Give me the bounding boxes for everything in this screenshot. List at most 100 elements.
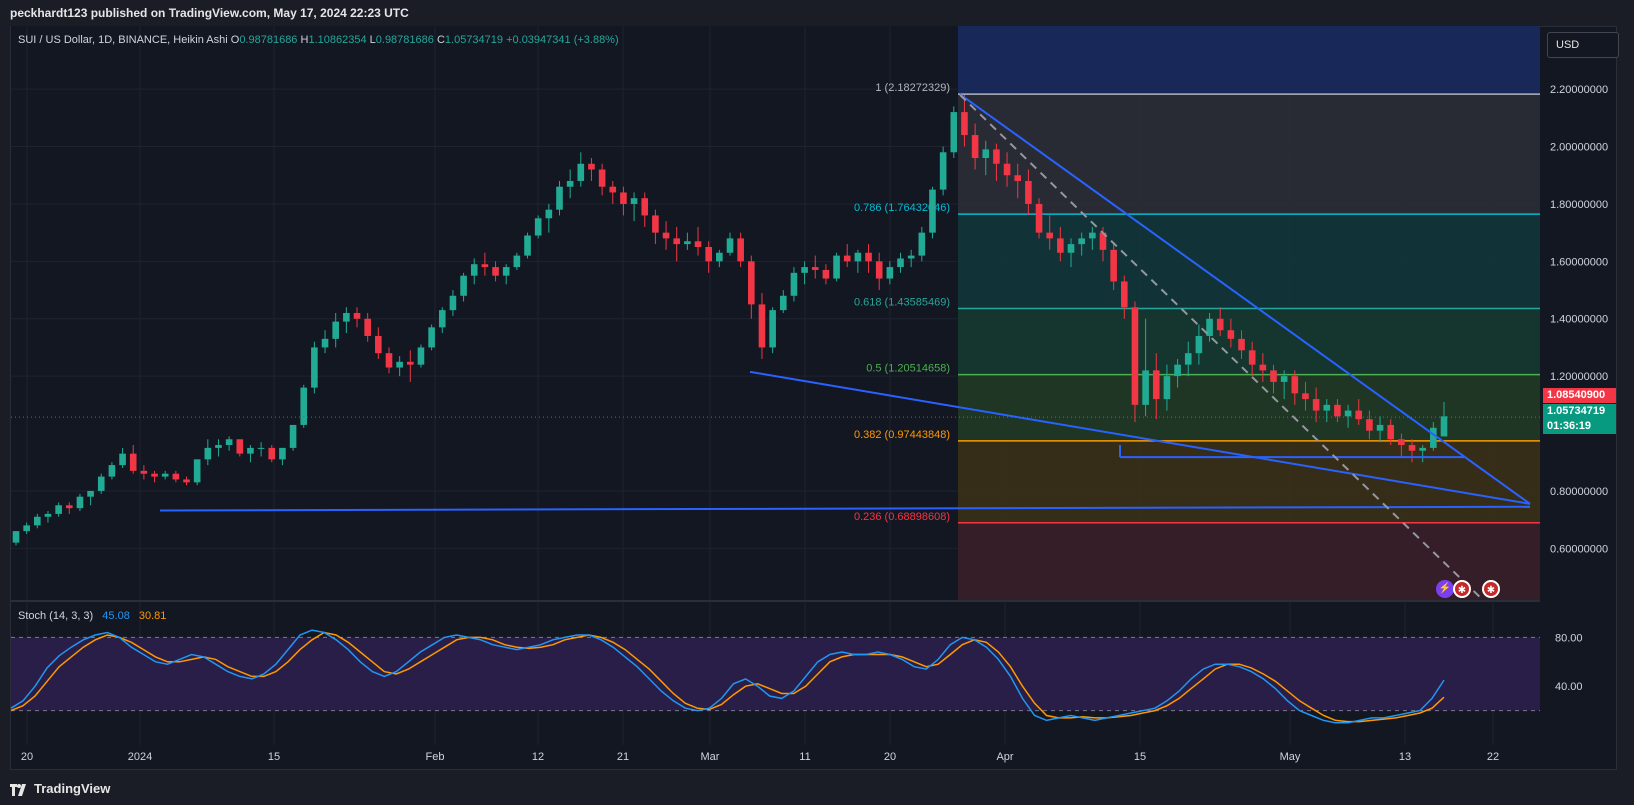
candle	[641, 192, 649, 227]
candle	[481, 252, 489, 276]
candle-body	[108, 465, 116, 477]
candle	[55, 502, 62, 517]
candle-body	[140, 470, 148, 474]
price-tag-current: 1.05734719 01:36:19	[1543, 404, 1616, 434]
candle-body	[758, 304, 766, 348]
candle-body	[23, 525, 30, 532]
publish-header: peckhardt123 published on TradingView.co…	[10, 6, 409, 20]
candle	[1238, 330, 1245, 359]
candle-body	[822, 269, 830, 279]
candle	[1366, 410, 1373, 440]
fib-level-label: 0.382 (0.97443848)	[854, 429, 950, 441]
candle-body	[726, 238, 734, 253]
candle	[833, 252, 840, 282]
candle-body	[779, 295, 787, 311]
candle	[811, 255, 819, 279]
candle-body	[598, 169, 606, 187]
low-label: L	[369, 34, 376, 46]
candle	[129, 445, 137, 474]
current-price-value: 1.05734719	[1547, 405, 1606, 417]
stoch-y-tick-label: 80.00	[1555, 632, 1583, 644]
close-label: C	[436, 34, 445, 46]
x-tick-label: Mar	[701, 751, 720, 763]
candle-body	[279, 447, 286, 460]
candle-body	[1003, 163, 1011, 176]
candle-body	[364, 318, 371, 336]
candle	[790, 267, 798, 302]
fib-zone	[958, 214, 1540, 309]
candle-body	[875, 261, 883, 279]
candle-body	[705, 246, 712, 262]
candle	[875, 252, 883, 291]
candle-body	[971, 135, 979, 159]
candle-body	[1270, 370, 1277, 382]
candle-body	[449, 295, 457, 311]
candle	[801, 261, 808, 285]
candle-body	[897, 258, 904, 268]
chart-canvas[interactable]: 1 (2.18272329) 0.786 (1.76432046) 0.618 (1…	[0, 0, 1634, 772]
candle-body	[428, 327, 435, 348]
candle-body	[662, 232, 670, 239]
candle-body	[982, 149, 990, 159]
candle-body	[1430, 427, 1437, 448]
us-flag-icon[interactable]: ✱	[1453, 580, 1471, 598]
candle-body	[481, 264, 489, 268]
candle-body	[183, 479, 190, 483]
candle	[119, 447, 126, 468]
candle	[929, 186, 936, 239]
low-value: 0.98781686	[375, 34, 434, 46]
candle-body	[1227, 330, 1235, 339]
candle	[215, 439, 222, 457]
x-tick-label: Apr	[996, 751, 1013, 763]
candle-body	[833, 255, 840, 279]
candle	[108, 462, 116, 480]
candle	[353, 307, 361, 328]
price-tag-red: 1.08540900	[1543, 388, 1616, 403]
candle	[1025, 169, 1032, 216]
candle-body	[65, 505, 73, 509]
candle	[1110, 244, 1117, 291]
candle	[609, 180, 617, 204]
footer-brand-text: TradingView	[34, 781, 111, 796]
candle	[364, 313, 371, 342]
candle-body	[556, 186, 563, 210]
candle-body	[1014, 175, 1022, 181]
candle	[76, 493, 84, 512]
candle-body	[1238, 338, 1245, 351]
candle	[961, 94, 968, 147]
candle	[502, 264, 510, 285]
candle-body	[257, 447, 265, 449]
candle	[918, 226, 926, 262]
candle	[907, 249, 915, 268]
fib-zone	[958, 374, 1540, 441]
candle	[1163, 364, 1171, 411]
candle-body	[236, 439, 244, 454]
candle	[65, 502, 73, 514]
candle-body	[76, 496, 84, 509]
candle-body	[1025, 180, 1032, 204]
candle	[34, 513, 41, 529]
us-flag-icon[interactable]: ✱	[1482, 580, 1500, 598]
lightning-icon[interactable]: ⚡	[1436, 580, 1454, 598]
currency-button[interactable]: USD	[1547, 32, 1619, 58]
stoch-d-value: 30.81	[138, 610, 167, 622]
x-tick-label: Feb	[426, 751, 445, 763]
fib-level-label: 0.618 (1.43585469)	[854, 296, 950, 308]
candle-body	[385, 353, 393, 368]
candle-body	[1120, 281, 1128, 308]
y-tick-label: 1.60000000	[1550, 256, 1608, 268]
candle-body	[1334, 404, 1341, 417]
candle	[1398, 433, 1405, 457]
candle-body	[1078, 238, 1085, 245]
candle	[716, 249, 723, 268]
candle-body	[1035, 203, 1043, 233]
candle-body	[172, 473, 180, 480]
candle	[982, 140, 990, 176]
candle	[1291, 370, 1299, 405]
candle	[492, 261, 499, 282]
candle	[1057, 226, 1064, 262]
candle-body	[119, 453, 126, 466]
candle	[513, 252, 521, 270]
footer-brand[interactable]: TradingView	[0, 772, 1634, 805]
